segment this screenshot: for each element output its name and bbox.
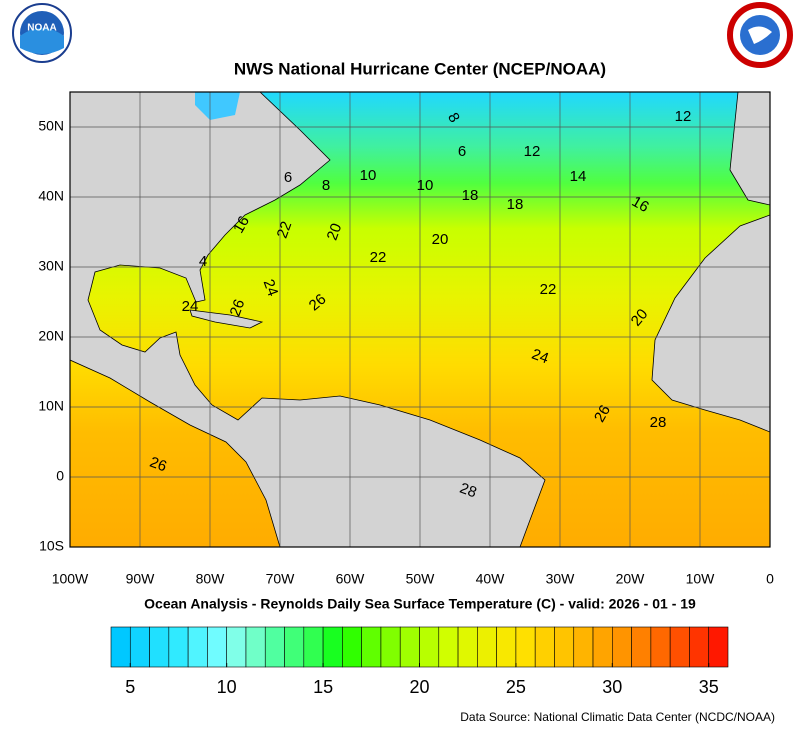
colorbar-box <box>399 626 420 668</box>
contour-label: 26 <box>591 402 614 425</box>
contour-label: 24 <box>260 277 282 298</box>
contour-label: 22 <box>540 281 557 298</box>
contour-label: 16 <box>230 213 253 236</box>
contour-label: 18 <box>462 187 479 204</box>
colorbar-box <box>419 626 440 668</box>
contour-label: 24 <box>182 298 199 315</box>
colorbar-box <box>496 626 517 668</box>
contour-label: 18 <box>507 196 524 213</box>
colorbar-box <box>245 626 266 668</box>
colorbar-label: 5 <box>125 677 135 697</box>
colorbar-box <box>149 626 170 668</box>
lat-label: 20N <box>38 328 64 344</box>
contour-label: 26 <box>227 297 249 318</box>
contour-label: 6 <box>458 143 466 160</box>
lat-label: 10N <box>38 398 64 414</box>
colorbar-box <box>110 626 131 668</box>
colorbar-box <box>187 626 208 668</box>
subtitle: Ocean Analysis - Reynolds Daily Sea Surf… <box>144 596 696 612</box>
lon-label: 40W <box>476 571 506 587</box>
colorbar-label: 15 <box>313 677 333 697</box>
colorbar-box <box>612 626 632 668</box>
contour-label: 8 <box>322 177 330 194</box>
colorbar-box <box>438 626 459 668</box>
lon-label: 90W <box>126 571 156 587</box>
lon-label: 20W <box>616 571 646 587</box>
noaa-logo: NOAA <box>12 3 72 63</box>
land-africa <box>651 214 770 433</box>
colorbar-box <box>168 626 189 668</box>
colorbar-label: 10 <box>217 677 237 697</box>
colorbar-box <box>689 626 710 668</box>
colorbar-box <box>226 626 247 668</box>
contour-label: 22 <box>274 219 296 240</box>
lon-label: 60W <box>336 571 366 587</box>
lake <box>195 92 240 120</box>
lat-label: 50N <box>38 118 64 134</box>
lat-label: 40N <box>38 188 64 204</box>
lat-label: 30N <box>38 258 64 274</box>
colorbar: 5 10 15 20 25 30 35 <box>110 626 729 697</box>
lon-label: 10W <box>686 571 716 587</box>
lon-label: 50W <box>406 571 436 587</box>
lon-label: 0 <box>766 571 774 587</box>
colorbar-box <box>669 626 690 668</box>
colorbar-label: 30 <box>602 677 622 697</box>
colorbar-box <box>457 626 478 668</box>
contour-label: 6 <box>284 169 292 186</box>
lat-label: 0 <box>56 468 64 484</box>
lon-label: 80W <box>196 571 226 587</box>
colorbar-box <box>264 626 285 668</box>
colorbar-box <box>322 626 343 668</box>
map-frame <box>69 91 771 548</box>
contour-label: 12 <box>524 143 541 160</box>
lat-label: 10S <box>39 538 64 554</box>
colorbar-box <box>361 626 382 668</box>
title: NWS National Hurricane Center (NCEP/NOAA… <box>234 59 606 78</box>
contour-label: 20 <box>432 231 449 248</box>
contour-label: 10 <box>360 167 377 184</box>
lon-label: 100W <box>52 571 89 587</box>
contour-label: 28 <box>650 414 667 431</box>
colorbar-box <box>207 626 227 668</box>
colorbar-box <box>342 626 362 668</box>
colorbar-box <box>592 626 613 668</box>
colorbar-box <box>650 626 671 668</box>
colorbar-label: 25 <box>506 677 526 697</box>
contour-label: 16 <box>629 193 652 216</box>
lon-label: 70W <box>266 571 296 587</box>
contour-label: 12 <box>675 108 692 125</box>
colorbar-box <box>515 626 536 668</box>
colorbar-box <box>554 626 575 668</box>
contour-label: 26 <box>147 454 168 476</box>
contour-label: 4 <box>199 253 207 270</box>
colorbar-label: 35 <box>699 677 719 697</box>
contour-label: 14 <box>570 168 587 185</box>
colorbar-box <box>380 626 401 668</box>
colorbar-box <box>303 626 324 668</box>
colorbar-box <box>129 626 150 668</box>
data-source: Data Source: National Climatic Data Cent… <box>460 710 775 724</box>
contour-label: 24 <box>529 346 550 368</box>
lon-label: 30W <box>546 571 576 587</box>
contour-label: 10 <box>417 177 434 194</box>
colorbar-box <box>708 626 729 668</box>
colorbar-box <box>477 626 497 668</box>
colorbar-box <box>631 626 652 668</box>
land-cuba <box>189 309 264 329</box>
colorbar-box <box>534 626 555 668</box>
contour-label: 22 <box>370 249 387 266</box>
colorbar-box <box>284 626 305 668</box>
land-americas <box>70 92 546 547</box>
logo-text: NOAA <box>27 23 56 34</box>
land-europe <box>729 92 770 206</box>
contour-label: 28 <box>457 480 478 502</box>
contour-label: 20 <box>324 221 346 242</box>
nws-logo <box>727 2 793 68</box>
colorbar-label: 20 <box>409 677 429 697</box>
colorbar-box <box>573 626 594 668</box>
